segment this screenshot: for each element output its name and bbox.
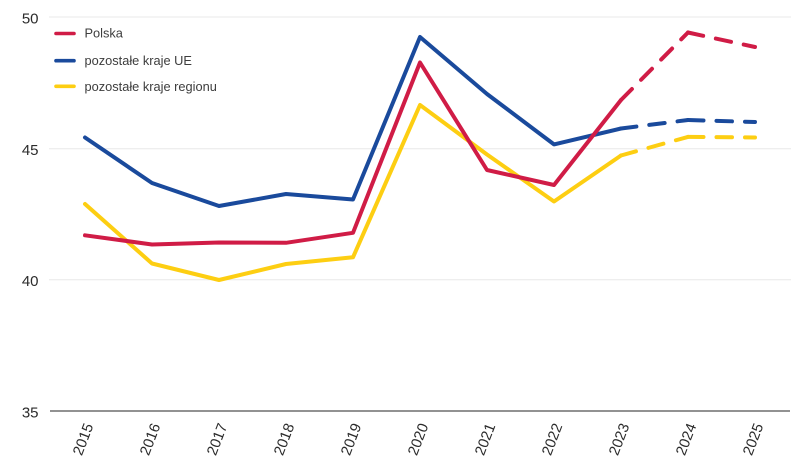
svg-text:35: 35 [22, 404, 39, 421]
svg-text:pozostałe kraje regionu: pozostałe kraje regionu [85, 79, 217, 94]
svg-text:45: 45 [22, 142, 39, 159]
svg-text:50: 50 [22, 11, 39, 28]
svg-text:40: 40 [22, 273, 39, 290]
svg-text:Polska: Polska [85, 26, 124, 41]
svg-text:pozostałe kraje UE: pozostałe kraje UE [85, 53, 192, 68]
